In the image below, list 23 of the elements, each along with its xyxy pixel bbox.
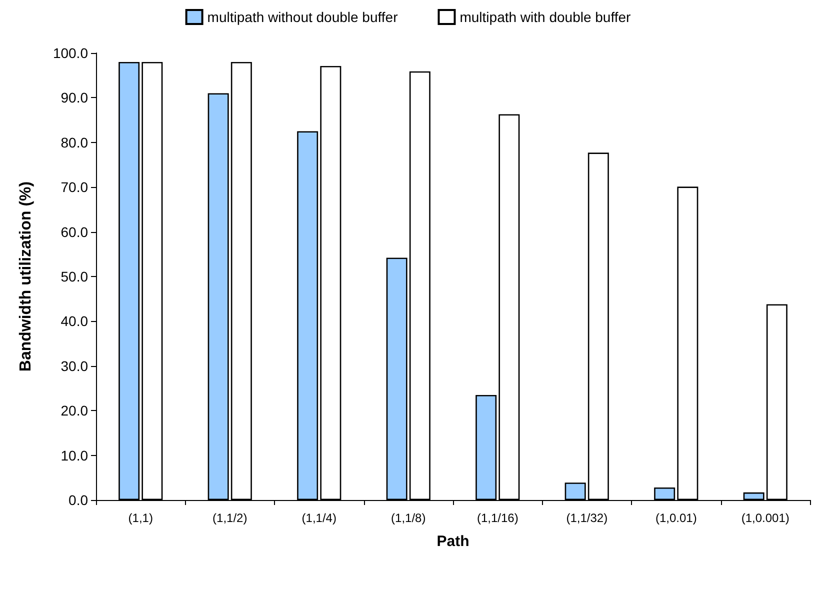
x-tick-label: (1,1/4) — [302, 511, 336, 525]
x-tick-label: (1,1/16) — [476, 511, 518, 525]
legend-label: multipath without double buffer — [207, 9, 398, 25]
y-tick-label: 90.0 — [60, 90, 88, 106]
x-tick-label: (1,1) — [128, 511, 153, 525]
y-tick-label: 80.0 — [60, 134, 88, 150]
y-tick-label: 40.0 — [60, 313, 88, 330]
y-axis-title: Bandwidth utilization (%) — [18, 181, 34, 372]
x-tick-label: (1,1/8) — [391, 511, 426, 525]
y-tick-label: 0.0 — [68, 492, 88, 508]
x-tick-label: (1,0.001) — [741, 511, 790, 525]
x-axis-title: Path — [436, 533, 470, 550]
x-tick-label: (1,1/32) — [566, 511, 608, 525]
legend-label: multipath with double buffer — [460, 9, 632, 25]
x-tick-label: (1,1/2) — [212, 511, 248, 525]
y-tick-label: 60.0 — [60, 224, 88, 240]
y-tick-label: 10.0 — [60, 447, 88, 464]
y-tick-label: 70.0 — [60, 179, 88, 196]
y-tick-label: 50.0 — [60, 268, 88, 284]
x-tick-label: (1,0.01) — [655, 511, 697, 525]
y-tick-label: 100.0 — [52, 45, 88, 61]
y-tick-label: 20.0 — [60, 402, 88, 419]
y-tick-label: 30.0 — [60, 358, 88, 374]
